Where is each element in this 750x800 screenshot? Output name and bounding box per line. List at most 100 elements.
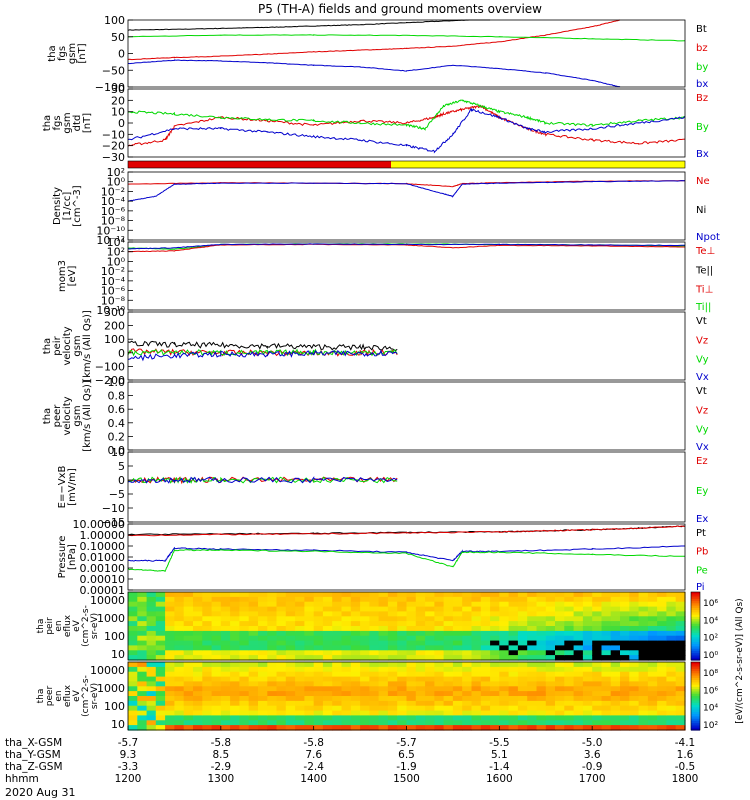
heatmap-cell bbox=[508, 662, 519, 668]
heatmap-cell bbox=[128, 686, 138, 692]
heatmap-cell bbox=[137, 676, 148, 683]
heatmap-cell bbox=[146, 592, 157, 598]
heatmap-cell bbox=[582, 691, 593, 697]
heatmap-cell bbox=[146, 601, 157, 608]
y-tick-label: 0.10000 bbox=[80, 540, 126, 553]
heatmap-cell bbox=[666, 626, 677, 632]
ephemeris-value: 7.6 bbox=[305, 749, 322, 761]
heatmap-cell bbox=[285, 710, 296, 717]
heatmap-cell bbox=[146, 676, 157, 683]
heatmap-cell bbox=[276, 666, 287, 673]
heatmap-cell bbox=[165, 666, 175, 673]
heatmap-cell bbox=[620, 596, 630, 603]
heatmap-cell bbox=[508, 601, 519, 608]
heatmap-cell bbox=[545, 645, 556, 651]
colorbar-frame bbox=[690, 661, 701, 731]
heatmap-cell bbox=[573, 700, 584, 707]
heatmap-cell bbox=[128, 635, 138, 642]
heatmap-cell bbox=[620, 616, 630, 622]
colorbar-cell bbox=[691, 686, 700, 690]
heatmap-cell bbox=[536, 645, 547, 651]
heatmap-cell bbox=[517, 696, 528, 702]
series-line-bz bbox=[127, 19, 621, 61]
heatmap-cell bbox=[174, 715, 185, 721]
legend-entry: Vz bbox=[696, 405, 708, 416]
mode-bar-segment bbox=[128, 161, 392, 168]
heatmap-cell bbox=[601, 592, 612, 598]
heatmap-cell bbox=[564, 681, 575, 687]
ephemeris-value: -0.9 bbox=[582, 761, 603, 773]
heatmap-cell bbox=[387, 640, 398, 647]
heatmap-cell bbox=[387, 645, 398, 651]
legend-entry: Bz bbox=[696, 93, 708, 104]
heatmap-cell bbox=[193, 720, 203, 726]
heatmap-cell bbox=[155, 626, 166, 632]
heatmap-cell bbox=[360, 611, 370, 617]
heatmap-cell bbox=[174, 700, 185, 707]
heatmap-cell bbox=[499, 720, 510, 726]
heatmap-cell bbox=[527, 592, 538, 598]
heatmap-cell bbox=[582, 635, 593, 642]
heatmap-cell bbox=[304, 655, 315, 661]
heatmap-cell bbox=[666, 606, 677, 613]
heatmap-cell bbox=[360, 606, 370, 613]
heatmap-cell bbox=[258, 611, 268, 617]
heatmap-cell bbox=[462, 715, 473, 721]
colorbar-cell bbox=[691, 610, 700, 613]
heatmap-cell bbox=[536, 640, 547, 647]
heatmap-cell bbox=[230, 710, 240, 717]
heatmap-cell bbox=[582, 592, 593, 598]
legend-entry: Vt bbox=[696, 386, 707, 397]
heatmap-cell bbox=[555, 671, 565, 678]
heatmap-cell bbox=[425, 710, 435, 717]
heatmap-cell bbox=[267, 700, 278, 707]
heatmap-cell bbox=[657, 715, 667, 721]
heatmap-cell bbox=[341, 621, 352, 627]
heatmap-cell bbox=[638, 691, 649, 697]
heatmap-cell bbox=[452, 645, 463, 651]
heatmap-cell bbox=[564, 635, 575, 642]
heatmap-cell bbox=[434, 715, 445, 721]
heatmap-cell bbox=[666, 635, 677, 642]
y-tick-label: 10000 bbox=[90, 594, 125, 607]
heatmap-cell bbox=[248, 640, 259, 647]
heatmap-cell bbox=[564, 671, 575, 678]
heatmap-cell bbox=[610, 635, 621, 642]
heatmap-cell bbox=[499, 710, 510, 717]
heatmap-cell bbox=[443, 626, 454, 632]
heatmap-cell bbox=[137, 666, 148, 673]
heatmap-cell bbox=[555, 720, 565, 726]
heatmap-cell bbox=[638, 681, 649, 687]
heatmap-cell bbox=[666, 630, 677, 637]
heatmap-cell bbox=[258, 705, 268, 712]
heatmap-cell bbox=[267, 671, 278, 678]
heatmap-cell bbox=[313, 611, 324, 617]
heatmap-cell bbox=[666, 691, 677, 697]
heatmap-cell bbox=[267, 696, 278, 702]
heatmap-cell bbox=[230, 705, 240, 712]
heatmap-cell bbox=[601, 650, 612, 656]
heatmap-cell bbox=[258, 676, 268, 683]
heatmap-cell bbox=[564, 640, 575, 647]
heatmap-cell bbox=[211, 601, 222, 608]
heatmap-cell bbox=[517, 635, 528, 642]
heatmap-cell bbox=[620, 640, 630, 647]
heatmap-cell bbox=[601, 616, 612, 622]
heatmap-cell bbox=[471, 606, 482, 613]
colorbar-cell bbox=[691, 635, 700, 638]
heatmap-cell bbox=[647, 635, 658, 642]
heatmap-cell bbox=[165, 725, 175, 731]
heatmap-cell bbox=[564, 686, 575, 692]
heatmap-cell bbox=[230, 611, 240, 617]
heatmap-cell bbox=[193, 715, 203, 721]
heatmap-cell bbox=[657, 592, 667, 598]
heatmap-cell bbox=[258, 630, 268, 637]
y-tick-label: 50 bbox=[111, 31, 125, 44]
heatmap-cell bbox=[193, 671, 203, 678]
heatmap-cell bbox=[415, 592, 426, 598]
heatmap-cell bbox=[564, 696, 575, 702]
heatmap-cell bbox=[341, 691, 352, 697]
legend-entry: Te|| bbox=[695, 265, 713, 276]
heatmap-cell bbox=[564, 725, 575, 731]
heatmap-cell bbox=[452, 696, 463, 702]
